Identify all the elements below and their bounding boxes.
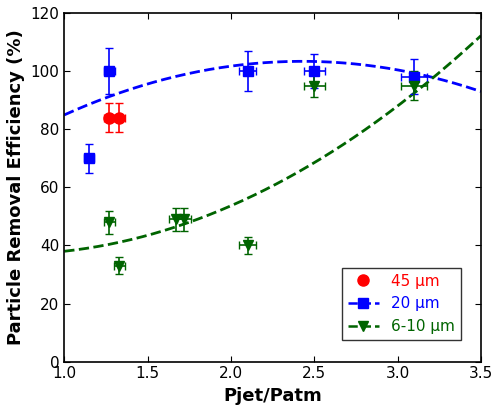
X-axis label: Pjet/Patm: Pjet/Patm bbox=[223, 387, 322, 405]
Legend: 45 μm, 20 μm, 6-10 μm: 45 μm, 20 μm, 6-10 μm bbox=[342, 267, 461, 340]
Y-axis label: Particle Removal Efficiency (%): Particle Removal Efficiency (%) bbox=[7, 29, 25, 345]
